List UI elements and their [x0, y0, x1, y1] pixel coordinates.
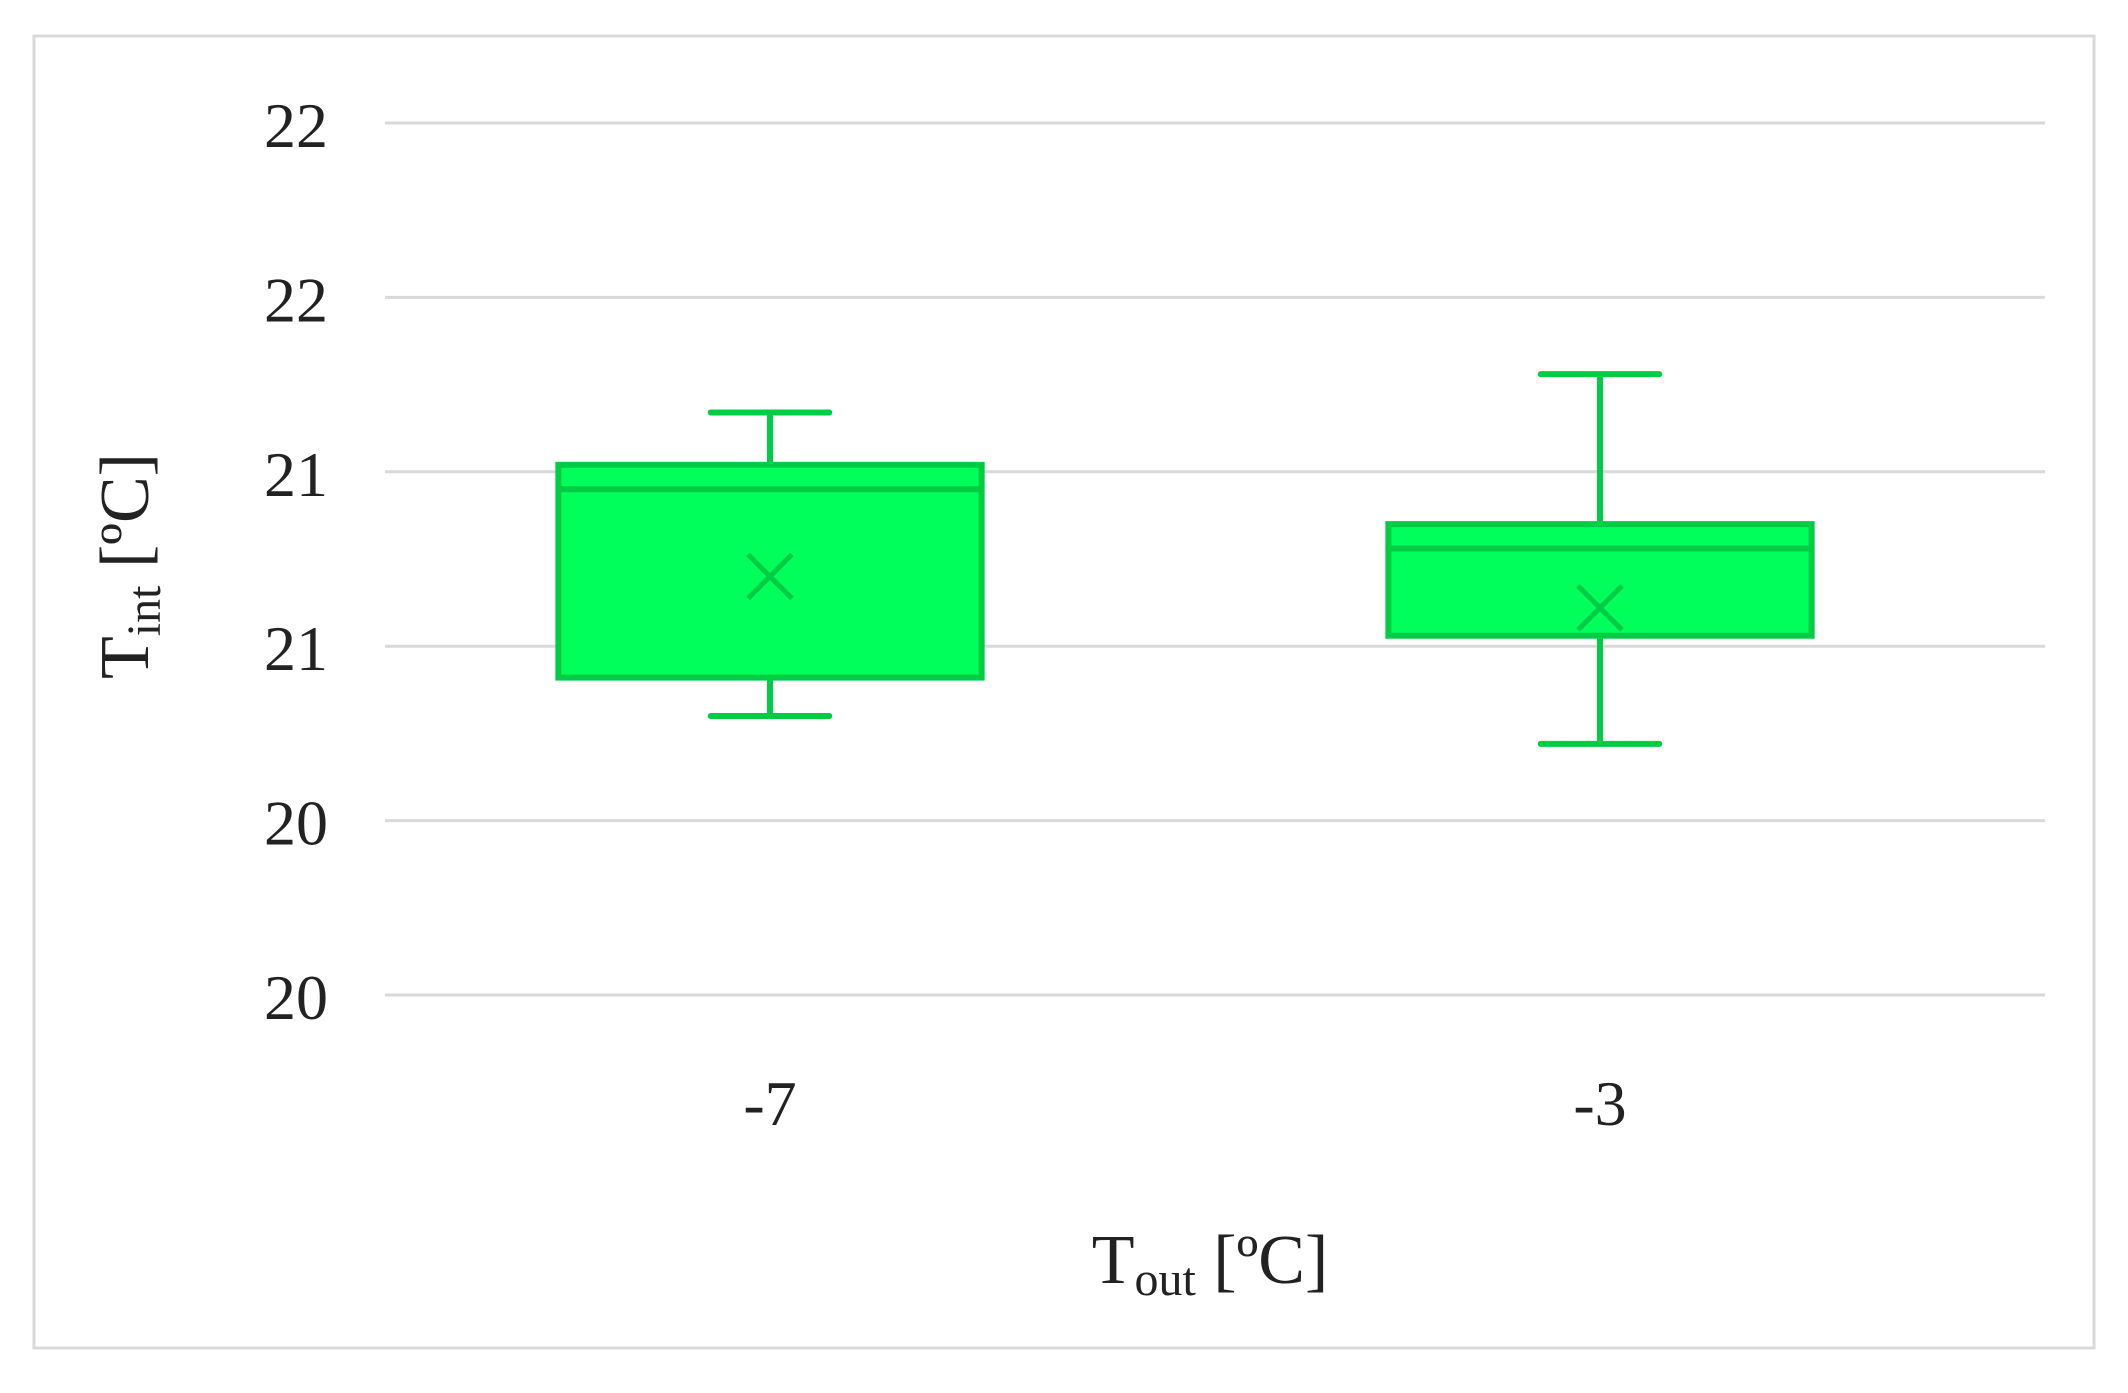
box-series [555, 371, 1815, 747]
y-axis-label-main: T [87, 636, 164, 679]
y-axis-label-unit: [ºC] [87, 453, 164, 586]
x-axis-label-unit: [ºC] [1196, 1222, 1329, 1299]
x-axis-label: Tout [ºC] [1092, 1222, 1329, 1306]
iqr-box [555, 461, 985, 681]
y-tick-label: 21 [264, 439, 328, 510]
y-tick-label: 21 [264, 613, 328, 684]
x-axis-label-sub: out [1134, 1253, 1196, 1306]
y-tick-label: 20 [264, 788, 328, 859]
box-group [1385, 371, 1815, 747]
y-axis-label-sub: int [118, 585, 171, 636]
iqr-box [1385, 521, 1815, 639]
x-tick-label: -3 [1573, 1068, 1626, 1139]
mean-marker-stroke [746, 552, 794, 601]
x-tick-label: -7 [743, 1068, 796, 1139]
y-tick-label: 22 [264, 90, 328, 161]
y-tick-label: 20 [264, 962, 328, 1033]
y-axis-label: Tint [ºC] [87, 453, 171, 679]
y-tick-labels: 20 20 21 21 22 22 [264, 90, 328, 1033]
mean-marker [1576, 584, 1624, 632]
mean-marker-stroke [1576, 584, 1624, 632]
y-tick-label: 22 [264, 264, 328, 335]
chart-frame [32, 34, 2096, 1350]
x-tick-labels: -7 -3 [743, 1068, 1626, 1139]
box-group [555, 409, 985, 719]
x-axis-label-main: T [1092, 1222, 1135, 1299]
mean-marker [746, 552, 794, 601]
